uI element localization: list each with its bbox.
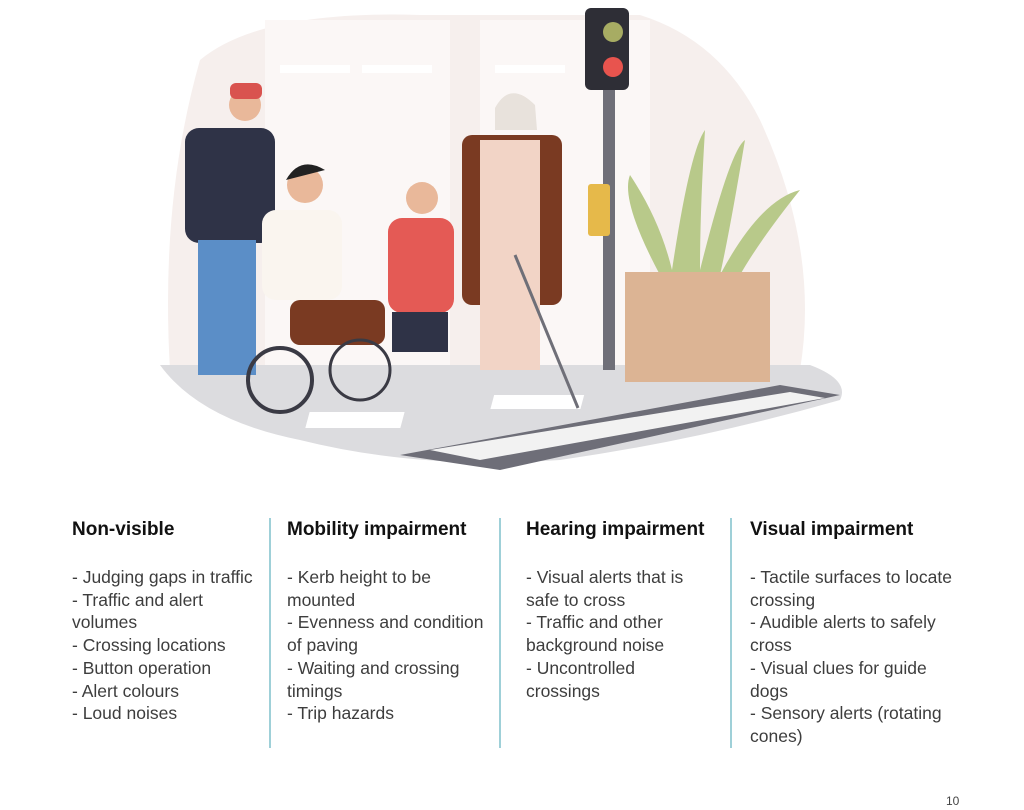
tactile-paving <box>305 412 405 428</box>
column-divider <box>499 518 501 748</box>
list-item: - Tactile surfaces to locate crossing <box>750 567 952 610</box>
list-item: - Visual clues for guide dogs <box>750 657 927 701</box>
list-item: - Waiting and crossing timings <box>287 657 460 701</box>
child-with-backpack <box>388 182 454 352</box>
list-item: - Traffic and alert volumes <box>72 589 203 633</box>
page-number: 10 <box>946 794 960 808</box>
list-item: - Uncontrolled crossings <box>526 657 635 701</box>
bullet-list: - Visual alerts that is safe to cross - … <box>526 566 711 702</box>
column-non-visible: Non-visible - Judging gaps in traffic - … <box>72 518 262 725</box>
column-divider <box>269 518 271 748</box>
column-mobility-impairment: Mobility impairment - Kerb height to be … <box>287 518 487 725</box>
bullet-list: - Kerb height to be mounted - Evenness a… <box>287 566 487 725</box>
column-heading: Mobility impairment <box>287 519 467 540</box>
list-item: - Loud noises <box>72 703 178 724</box>
list-item: - Audible alerts to safely cross <box>750 612 936 656</box>
traffic-light <box>585 8 629 90</box>
column-hearing-impairment: Hearing impairment - Visual alerts that … <box>526 518 711 702</box>
list-item: - Judging gaps in traffic <box>72 567 253 587</box>
tactile-paving <box>490 395 585 409</box>
list-item: - Visual alerts that is safe to cross <box>526 567 684 610</box>
list-item: - Alert colours <box>72 680 179 701</box>
woman-with-white-cane <box>462 93 580 409</box>
column-heading: Hearing impairment <box>526 519 705 540</box>
list-item: - Sensory alerts (rotating cones) <box>750 703 942 746</box>
column-divider <box>730 518 732 748</box>
bullet-list: - Tactile surfaces to locate crossing - … <box>750 566 965 748</box>
pavement <box>160 365 842 463</box>
list-item: - Traffic and other background noise <box>526 612 665 656</box>
list-item: - Kerb height to be mounted <box>287 567 431 610</box>
column-heading: Non-visible <box>72 519 175 540</box>
crossing-button <box>588 184 610 236</box>
column-visual-impairment: Visual impairment - Tactile surfaces to … <box>750 518 965 748</box>
person-in-wheelchair <box>246 164 392 414</box>
list-item: - Crossing locations <box>72 635 226 656</box>
list-item: - Button operation <box>72 657 212 678</box>
bullet-list: - Judging gaps in traffic - Traffic and … <box>72 566 262 725</box>
person-standing-phone <box>185 83 275 375</box>
planter <box>625 272 770 382</box>
list-item: - Trip hazards <box>287 703 394 724</box>
column-heading: Visual impairment <box>750 519 914 540</box>
plant <box>628 130 800 275</box>
white-cane-icon <box>513 254 580 409</box>
list-item: - Evenness and condition of paving <box>287 612 484 656</box>
pedestrian-crossing-illustration <box>160 8 842 470</box>
